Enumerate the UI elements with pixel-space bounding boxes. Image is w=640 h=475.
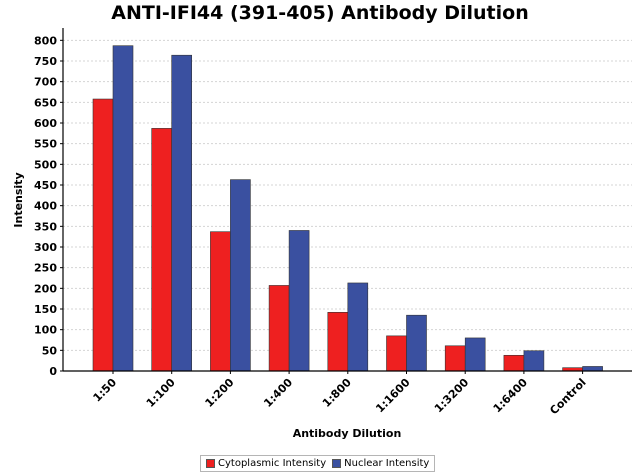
- y-tick-label: 400: [34, 200, 57, 213]
- bar-cytoplasmic-1-400: [268, 285, 290, 372]
- y-tick-label: 450: [34, 179, 57, 192]
- y-tick-label: 150: [34, 303, 57, 316]
- legend-item-cytoplasmic: Cytoplasmic Intensity: [206, 458, 326, 469]
- y-tick-label: 750: [34, 55, 57, 68]
- bar-cytoplasmic-1-100: [151, 128, 172, 372]
- y-tick-label: 100: [34, 324, 57, 337]
- x-tick-labels: 1:50 1:100 1:200 1:400 1:800 1:1600 1:3200 1:64…: [91, 371, 589, 417]
- legend-label-cytoplasmic: Cytoplasmic Intensity: [218, 458, 327, 469]
- legend-swatch-cytoplasmic: [206, 459, 215, 468]
- legend-label-nuclear: Nuclear Intensity: [344, 458, 430, 469]
- legend-swatch-nuclear: [332, 459, 342, 468]
- x-tick-label: 1:200: [203, 376, 237, 410]
- bar-nuclear-1-800: [347, 282, 369, 372]
- y-tick-label: 800: [34, 34, 57, 47]
- x-axis-title: Antibody Dilution: [293, 427, 402, 440]
- x-tick-label: 1:1600: [373, 376, 413, 416]
- bar-nuclear-1-3200: [464, 337, 486, 372]
- x-tick-label: 1:100: [144, 376, 178, 410]
- bar-nuclear-1-100: [171, 54, 192, 372]
- x-tick-label: 1:6400: [491, 376, 531, 416]
- x-tick-label: Control: [547, 376, 588, 417]
- x-tick-label: 1:400: [261, 376, 295, 410]
- chart-title: ANTI-IFI44 (391-405) Antibody Dilution: [111, 2, 529, 24]
- y-tick-label: 0: [49, 365, 57, 378]
- legend-item-nuclear: Nuclear Intensity: [332, 458, 429, 469]
- bar-cytoplasmic-1-800: [327, 312, 349, 372]
- bars: [92, 45, 603, 372]
- y-tick-label: 300: [34, 241, 57, 254]
- bar-nuclear-1-200: [230, 179, 251, 372]
- y-tick-labels: 0 50 100 150 200 250 300 350 400 450 500 550 600 650 7…: [34, 34, 63, 378]
- bar-nuclear-1-400: [288, 230, 310, 372]
- y-tick-label: 550: [34, 138, 57, 151]
- y-tick-label: 600: [34, 117, 57, 130]
- bar-cytoplasmic-1-1600: [386, 335, 407, 372]
- y-tick-label: 500: [34, 158, 57, 171]
- x-tick-label: 1:50: [91, 376, 120, 405]
- y-tick-label: 350: [34, 220, 57, 233]
- y-tick-label: 650: [34, 96, 57, 109]
- bar-cytoplasmic-1-200: [210, 231, 231, 372]
- bar-cytoplasmic-1-6400: [503, 354, 525, 372]
- y-tick-label: 700: [34, 76, 57, 89]
- legend: Cytoplasmic Intensity Nuclear Intensity: [200, 455, 436, 472]
- bar-cytoplasmic-1-50: [92, 98, 114, 372]
- bar-nuclear-1-50: [112, 45, 134, 372]
- x-tick-label: 1:3200: [432, 376, 472, 416]
- y-tick-label: 50: [42, 344, 58, 357]
- bar-cytoplasmic-1-3200: [444, 345, 466, 372]
- x-tick-label: 1:800: [320, 376, 354, 410]
- y-tick-label: 200: [34, 282, 57, 295]
- bar-nuclear-control: [582, 366, 603, 372]
- bar-nuclear-1-6400: [523, 350, 545, 372]
- bar-nuclear-1-1600: [406, 314, 427, 372]
- y-tick-label: 250: [34, 262, 57, 275]
- y-axis-title: Intensity: [12, 172, 25, 227]
